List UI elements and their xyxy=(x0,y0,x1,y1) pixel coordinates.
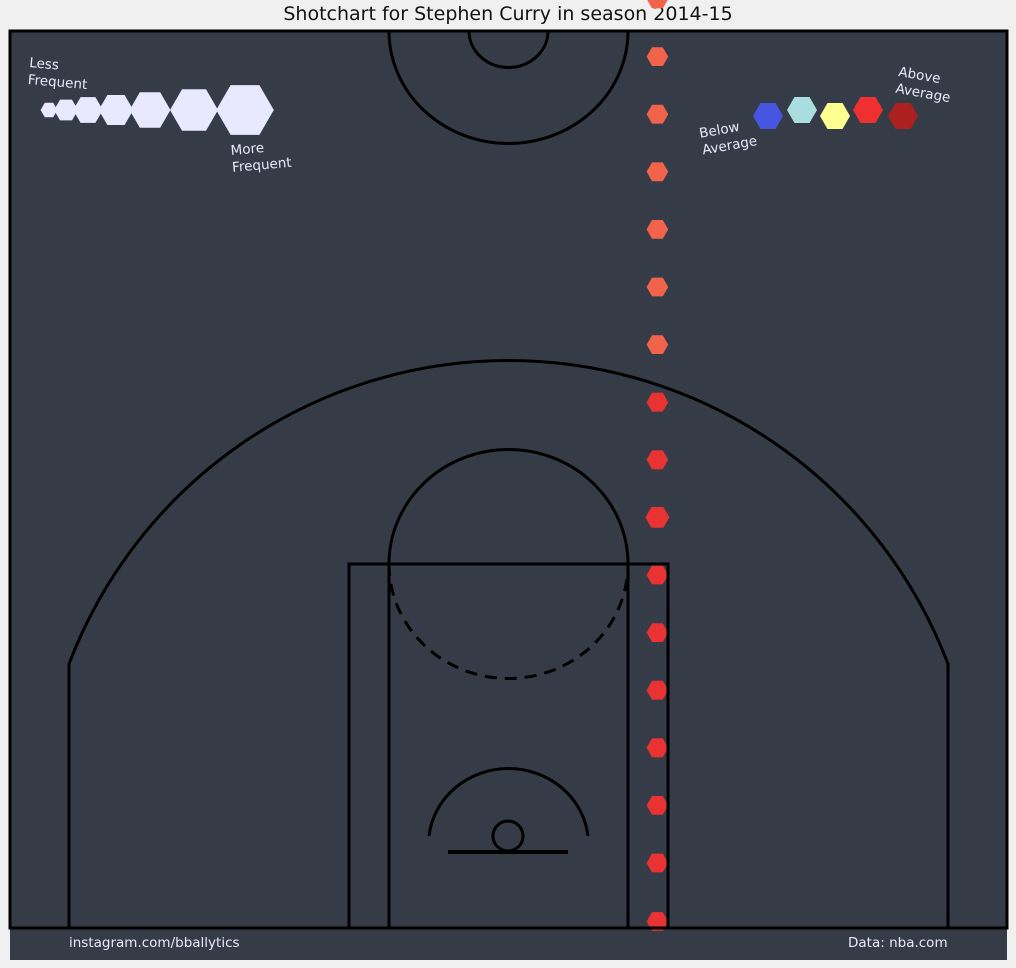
free-throw-circle-bottom xyxy=(387,563,630,680)
legend-efficiency-hex xyxy=(888,103,918,129)
legend-frequency-hex xyxy=(54,99,78,121)
shot-hex xyxy=(646,392,669,412)
legend-less-frequent: Less Frequent xyxy=(27,55,88,94)
legend-frequency-hex xyxy=(98,95,134,125)
shot-hex xyxy=(646,104,669,124)
legend-frequency-hex xyxy=(170,89,218,131)
legend-efficiency-hex xyxy=(753,103,783,129)
shot-hex xyxy=(646,912,669,931)
legend-layer xyxy=(40,85,918,135)
shot-hex xyxy=(646,162,669,182)
shot-hex xyxy=(646,680,669,700)
hexbin-layer xyxy=(645,0,670,931)
legend-efficiency-hex xyxy=(853,97,883,123)
legend-frequency-hex xyxy=(129,92,171,128)
free-throw-circle-top xyxy=(387,448,630,565)
footer-source-right: Data: nba.com xyxy=(848,935,948,951)
legend-efficiency-hex xyxy=(820,103,850,129)
court-lines xyxy=(8,29,1009,930)
legend-more-frequent: More Frequent xyxy=(230,140,293,176)
legend-frequency-hex xyxy=(73,97,103,123)
shot-hex xyxy=(646,47,669,66)
three-point-line xyxy=(67,359,950,928)
chart-title: Shotchart for Stephen Curry in season 20… xyxy=(283,3,733,25)
shot-hex xyxy=(646,853,669,873)
shot-hex xyxy=(646,220,669,239)
legend-efficiency-hex xyxy=(787,97,817,123)
shot-hex xyxy=(646,277,669,297)
center-circle-outer xyxy=(387,30,630,145)
shot-hex xyxy=(647,0,668,9)
shot-hex xyxy=(646,335,669,354)
legend-frequency-hex xyxy=(40,102,58,118)
shot-hex xyxy=(646,738,669,758)
footer-source-left: instagram.com/bballytics xyxy=(69,935,240,951)
center-circle-inner xyxy=(467,30,550,69)
restricted-area xyxy=(427,766,590,837)
court-background xyxy=(10,31,1007,960)
shot-hex xyxy=(645,507,670,528)
shot-hex xyxy=(646,450,669,470)
paint-inner xyxy=(387,562,630,930)
legend-frequency-hex xyxy=(216,85,274,135)
shot-hex xyxy=(646,565,669,585)
shot-hex xyxy=(646,623,669,642)
shot-hex xyxy=(646,796,669,815)
